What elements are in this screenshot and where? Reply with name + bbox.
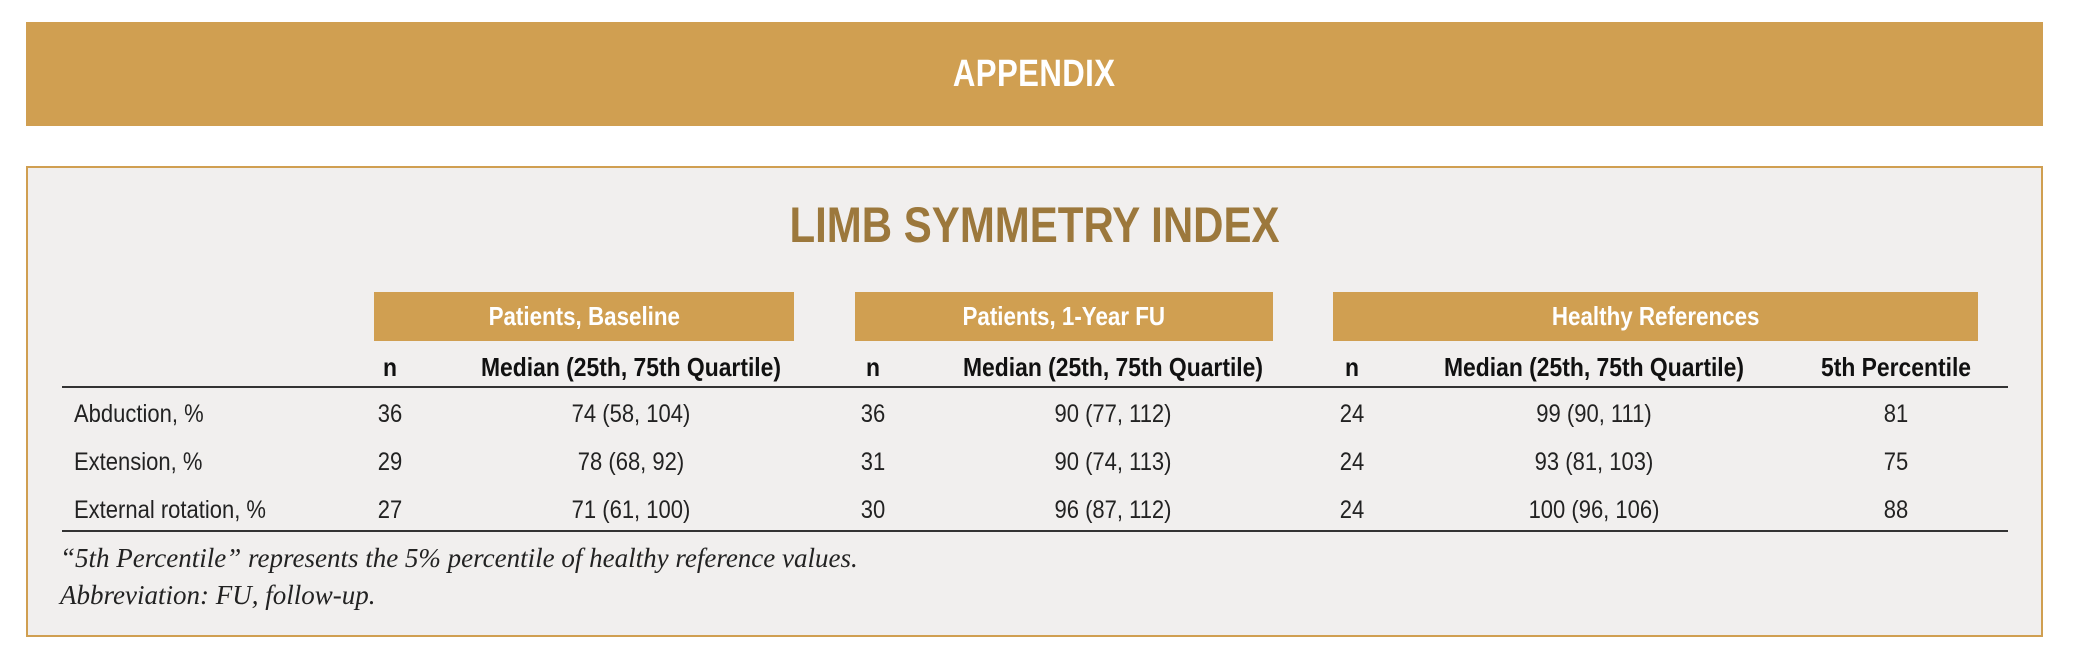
table-cell: 96 (87, 112) [1054, 496, 1172, 524]
table-cell: 36 [860, 400, 886, 428]
col-head-healthy-median: Median (25th, 75th Quartile) [1443, 352, 1745, 382]
table-cell: 74 (58, 104) [571, 400, 691, 428]
group-header-healthy-label: Healthy References [1551, 301, 1760, 331]
col-head-healthy-percentile: 5th Percentile [1820, 352, 1972, 382]
row-label: Abduction, % [74, 400, 204, 428]
table-cell: 36 [377, 400, 403, 428]
bottom-rule [62, 530, 2008, 532]
table-cell: 30 [860, 496, 886, 524]
table-cell: 100 (96, 106) [1528, 496, 1660, 524]
table-cell: 24 [1339, 400, 1365, 428]
col-head-baseline-n: n [383, 352, 397, 382]
table-cell: 31 [860, 448, 886, 476]
limb-symmetry-panel: LIMB SYMMETRY INDEX Patients, Baseline P… [26, 166, 2043, 637]
table-title: LIMB SYMMETRY INDEX [789, 197, 1280, 253]
table-cell: 99 (90, 111) [1536, 400, 1652, 428]
col-head-fu-n: n [866, 352, 880, 382]
row-label: External rotation, % [74, 496, 266, 524]
table-cell: 81 [1883, 400, 1909, 428]
group-header-baseline: Patients, Baseline [374, 292, 794, 341]
group-header-followup: Patients, 1-Year FU [855, 292, 1273, 341]
table-cell: 24 [1339, 448, 1365, 476]
row-label: Extension, % [74, 448, 203, 476]
col-head-fu-median: Median (25th, 75th Quartile) [962, 352, 1264, 382]
group-header-followup-label: Patients, 1-Year FU [962, 301, 1166, 331]
table-cell: 88 [1883, 496, 1909, 524]
table-cell: 93 (81, 103) [1534, 448, 1654, 476]
table-cell: 27 [377, 496, 403, 524]
table-cell: 24 [1339, 496, 1365, 524]
table-cell: 90 (74, 113) [1054, 448, 1172, 476]
table-cell: 29 [377, 448, 403, 476]
col-head-baseline-median: Median (25th, 75th Quartile) [480, 352, 782, 382]
table-cell: 90 (77, 112) [1054, 400, 1172, 428]
header-rule [62, 386, 2008, 388]
appendix-header-bar: APPENDIX [26, 22, 2043, 126]
table-cell: 75 [1883, 448, 1909, 476]
table-cell: 78 (68, 92) [577, 448, 685, 476]
col-head-healthy-n: n [1345, 352, 1359, 382]
appendix-title: APPENDIX [953, 52, 1116, 95]
group-header-healthy: Healthy References [1333, 292, 1978, 341]
group-header-baseline-label: Patients, Baseline [488, 301, 680, 331]
footnote-percentile: “5th Percentile” represents the 5% perce… [60, 543, 858, 573]
footnote-abbreviation: Abbreviation: FU, follow-up. [60, 580, 376, 610]
table-cell: 71 (61, 100) [571, 496, 691, 524]
